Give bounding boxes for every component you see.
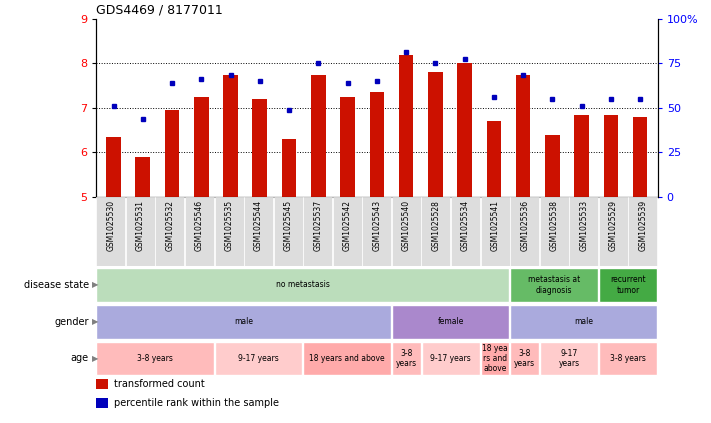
Bar [244,198,273,266]
Bar [515,74,530,197]
Bar [633,117,648,197]
Bar [156,198,184,266]
Bar [481,198,510,266]
Text: GSM1025538: GSM1025538 [550,200,559,251]
Bar [194,97,208,197]
Bar [599,341,657,376]
Bar [97,341,214,376]
Text: GSM1025546: GSM1025546 [195,200,204,251]
Bar [96,398,108,408]
Text: no metastasis: no metastasis [276,280,330,289]
Text: GSM1025528: GSM1025528 [432,200,440,251]
Text: transformed count: transformed count [114,379,205,389]
Bar [457,63,472,197]
Text: ▶: ▶ [92,280,99,289]
Text: 3-8 years: 3-8 years [610,354,646,363]
Text: GSM1025539: GSM1025539 [638,200,648,251]
Bar [599,198,628,266]
Bar [223,74,238,197]
Text: GSM1025531: GSM1025531 [136,200,145,251]
Bar [392,198,421,266]
Text: GSM1025542: GSM1025542 [343,200,352,251]
Text: GSM1025533: GSM1025533 [579,200,588,251]
Text: GSM1025529: GSM1025529 [609,200,618,251]
Bar [545,135,560,197]
Text: GDS4469 / 8177011: GDS4469 / 8177011 [96,3,223,16]
Bar [599,268,657,302]
Bar [392,305,509,339]
Bar [604,115,618,197]
Text: 18 yea
rs and
above: 18 yea rs and above [482,343,508,374]
Text: GSM1025537: GSM1025537 [314,200,322,251]
Text: percentile rank within the sample: percentile rank within the sample [114,398,279,408]
Text: 18 years and above: 18 years and above [309,354,385,363]
Text: GSM1025535: GSM1025535 [225,200,233,251]
Text: 3-8 years: 3-8 years [137,354,173,363]
Text: male: male [574,317,593,326]
Bar [136,157,150,197]
Text: GSM1025543: GSM1025543 [373,200,381,251]
Bar [333,198,362,266]
Text: recurrent
tumor: recurrent tumor [610,275,646,294]
Bar [215,198,243,266]
Text: GSM1025530: GSM1025530 [106,200,115,251]
Text: GSM1025540: GSM1025540 [402,200,411,251]
Text: GSM1025545: GSM1025545 [284,200,293,251]
Bar [304,341,391,376]
Text: GSM1025532: GSM1025532 [166,200,174,251]
Bar [510,341,539,376]
Bar [311,74,326,197]
Bar [252,99,267,197]
Bar [215,341,302,376]
Bar [540,198,569,266]
Bar [303,198,332,266]
Bar [574,115,589,197]
Bar [282,139,296,197]
Bar [274,198,303,266]
Bar [422,198,451,266]
Bar [510,305,657,339]
Text: GSM1025536: GSM1025536 [520,200,529,251]
Bar [428,72,443,197]
Bar [370,92,384,197]
Text: 9-17
years: 9-17 years [558,349,579,368]
Text: female: female [437,317,464,326]
Bar [106,137,121,197]
Bar [165,110,179,197]
Text: ▶: ▶ [92,354,99,363]
Bar [481,341,509,376]
Bar [570,198,598,266]
Bar [363,198,391,266]
Bar [185,198,214,266]
Bar [96,379,108,389]
Bar [97,268,509,302]
Bar [486,121,501,197]
Bar [422,341,480,376]
Bar [392,341,421,376]
Text: gender: gender [54,317,89,327]
Text: disease state: disease state [23,280,89,290]
Text: 3-8
years: 3-8 years [514,349,535,368]
Bar [399,55,413,197]
Text: 9-17 years: 9-17 years [238,354,279,363]
Text: age: age [71,354,89,363]
Bar [510,268,598,302]
Text: metastasis at
diagnosis: metastasis at diagnosis [528,275,580,294]
Bar [97,305,391,339]
Bar [126,198,155,266]
Bar [629,198,658,266]
Text: 3-8
years: 3-8 years [396,349,417,368]
Text: GSM1025534: GSM1025534 [461,200,470,251]
Text: male: male [235,317,253,326]
Text: ▶: ▶ [92,317,99,326]
Bar [540,341,598,376]
Text: GSM1025544: GSM1025544 [254,200,263,251]
Bar [510,198,539,266]
Bar [96,198,125,266]
Bar [451,198,480,266]
Text: GSM1025541: GSM1025541 [491,200,500,251]
Text: 9-17 years: 9-17 years [430,354,471,363]
Bar [341,97,355,197]
